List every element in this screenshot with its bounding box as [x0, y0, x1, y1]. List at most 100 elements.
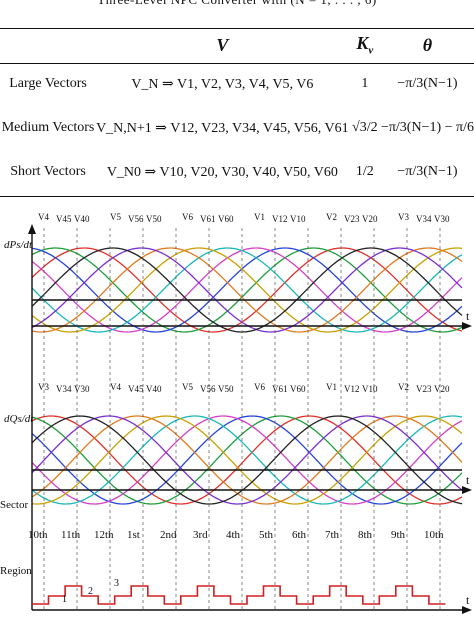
axes	[28, 224, 472, 614]
dp-vector-label: V3	[398, 212, 409, 222]
vector-table: V Kv θ Large Vectors V_N ⇒ V1, V2, V3, V…	[0, 28, 474, 194]
dp-curve	[31, 247, 463, 333]
time-label-top: t	[466, 309, 470, 323]
dp-vector-label: V23	[344, 214, 360, 224]
dp-vector-label: V4	[38, 212, 49, 222]
dq-vector-label: V6	[254, 382, 265, 392]
dp-vector-label: V60	[218, 214, 234, 224]
dq-vector-label: V4	[110, 382, 121, 392]
dp-vector-label: V56	[128, 214, 144, 224]
sector-number: 2nd	[160, 529, 177, 541]
table-header-rule	[0, 63, 474, 64]
dp-curve	[31, 247, 463, 333]
dq-vector-label: V34	[56, 384, 72, 394]
time-label-bottom: t	[466, 593, 470, 607]
dq-curve	[31, 415, 463, 505]
dq-vector-label: V12	[344, 384, 360, 394]
y-axis-arrow	[28, 224, 36, 234]
dp-vector-label: V45	[56, 214, 72, 224]
row-label: Medium Vectors	[1, 120, 95, 135]
dq-vector-label: V23	[416, 384, 432, 394]
sector-number: 10th	[424, 529, 444, 541]
region-number: 2	[88, 586, 93, 597]
row-vectors: V_N ⇒ V1, V2, V3, V4, V5, V6	[131, 76, 314, 92]
dq-vector-label: V10	[362, 384, 378, 394]
dq-vector-label: V1	[326, 382, 337, 392]
time-label-mid: t	[466, 473, 470, 487]
dp-vector-label: V2	[326, 212, 337, 222]
dq-curve	[31, 415, 463, 505]
dq-vector-label: V3	[38, 382, 49, 392]
row-label: Large Vectors	[9, 76, 87, 91]
dq-vector-label: V2	[398, 382, 409, 392]
dq-vector-label: V45	[128, 384, 144, 394]
dq-curve	[31, 415, 463, 505]
time-axis-arrow	[462, 322, 472, 330]
dp-vector-label: V12	[272, 214, 288, 224]
dq-vector-label: V61	[272, 384, 288, 394]
sector-number: 6th	[292, 529, 307, 541]
row-theta: −π/3(N−1)	[397, 164, 458, 179]
dq-vector-label: V56	[200, 384, 216, 394]
dp-vector-label: V30	[434, 214, 450, 224]
sector-number: 9th	[391, 529, 406, 541]
dp-curve	[31, 247, 463, 333]
dp-vector-label: V50	[146, 214, 162, 224]
dq-vector-label: V60	[290, 384, 306, 394]
header-empty	[0, 28, 96, 62]
sector-number: 8th	[358, 529, 373, 541]
dp-vector-label: V5	[110, 212, 121, 222]
sector-number: 12th	[94, 529, 114, 541]
row-kv: 1	[361, 76, 369, 91]
row-theta: −π/3(N−1)	[397, 76, 458, 91]
waveform-figure: dPs/dt dQs/dt t t t Sector Region 10th 11th 12th 1…	[0, 212, 472, 614]
dp-curve	[31, 247, 463, 333]
dp-vector-label: V40	[74, 214, 90, 224]
time-axis-arrow	[462, 606, 472, 614]
dq-vector-label: V20	[434, 384, 450, 394]
row-theta: −π/3(N−1) − π/6	[380, 120, 474, 135]
sector-number: 7th	[325, 529, 340, 541]
region-label: Region	[0, 565, 32, 577]
dp-vector-label: V20	[362, 214, 378, 224]
sector-number: 5th	[259, 529, 274, 541]
sector-number: 3rd	[193, 529, 208, 541]
dp-axis-label: dPs/dt	[4, 239, 33, 251]
dp-vector-label: V10	[290, 214, 306, 224]
sector-number: 11th	[61, 529, 81, 541]
dp-vector-label: V6	[182, 212, 193, 222]
sector-number: 4th	[226, 529, 241, 541]
dp-curve	[31, 247, 463, 333]
dq-curve	[31, 415, 463, 505]
table-header-row: V Kv θ	[0, 28, 474, 62]
dq-vector-label: V40	[146, 384, 162, 394]
region-number: 3	[114, 578, 119, 589]
dq-vector-label: V5	[182, 382, 193, 392]
table-row: Short Vectors V_N0 ⇒ V10, V20, V30, V40,…	[0, 150, 474, 194]
dq-curve	[31, 415, 463, 505]
sector-number: 10th	[28, 529, 48, 541]
dp-curve	[31, 247, 463, 333]
row-vectors: V_N,N+1 ⇒ V12, V23, V34, V45, V56, V61	[96, 120, 349, 136]
table-caption: Three-Level NPC Converter with (N = 1, .…	[0, 0, 474, 8]
time-axis-arrow	[462, 486, 472, 494]
header-theta: θ	[422, 34, 433, 55]
dp-curve	[31, 247, 463, 333]
region-waveform	[32, 585, 446, 605]
dq-curve	[31, 415, 463, 505]
row-label: Short Vectors	[10, 164, 86, 179]
region-number: 1	[62, 594, 67, 605]
dp-vector-label: V61	[200, 214, 216, 224]
dq-axis-label: dQs/dt	[4, 413, 34, 425]
sector-number: 1st	[127, 529, 140, 541]
dp-vector-label: V1	[254, 212, 265, 222]
dq-curve	[31, 415, 463, 505]
table-row: Large Vectors V_N ⇒ V1, V2, V3, V4, V5, …	[0, 62, 474, 106]
row-vectors: V_N0 ⇒ V10, V20, V30, V40, V50, V60	[106, 164, 338, 180]
header-v: V	[216, 34, 229, 55]
dp-curve	[31, 247, 463, 333]
dq-vector-label: V50	[218, 384, 234, 394]
table-row: Medium Vectors V_N,N+1 ⇒ V12, V23, V34, …	[0, 106, 474, 150]
dp-curve	[31, 247, 463, 333]
row-kv: 1/2	[355, 164, 374, 179]
